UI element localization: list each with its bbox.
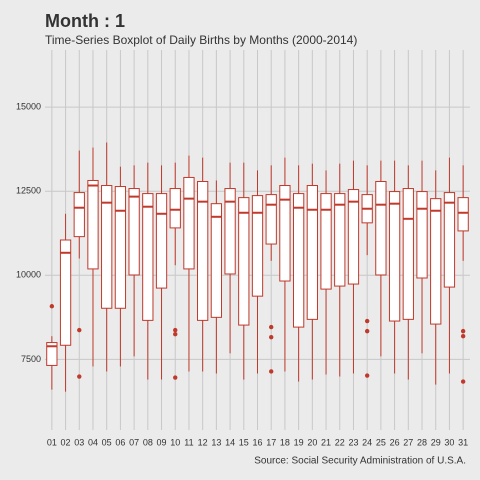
x-tick-label: 19 <box>294 437 304 447</box>
outlier <box>49 304 55 309</box>
x-tick-label: 10 <box>170 437 180 447</box>
outlier <box>460 379 466 384</box>
x-tick-label: 08 <box>143 437 153 447</box>
box <box>388 191 401 322</box>
box <box>87 179 99 270</box>
outlier <box>269 369 274 374</box>
y-tick-label: 12500 <box>16 186 41 196</box>
box <box>279 185 291 282</box>
outlier <box>364 318 370 324</box>
box <box>197 180 209 321</box>
outlier <box>77 374 82 379</box>
outlier <box>173 327 178 333</box>
outlier <box>460 333 466 339</box>
caption: Source: Social Security Administration o… <box>254 456 466 467</box>
box <box>306 185 318 320</box>
box <box>224 188 236 275</box>
y-tick-label: 15000 <box>16 102 41 112</box>
box <box>183 176 195 270</box>
box <box>142 193 154 321</box>
x-tick-label: 17 <box>266 437 276 447</box>
box <box>416 191 428 279</box>
x-tick-label: 30 <box>444 437 454 447</box>
x-tick-label: 02 <box>61 437 71 447</box>
x-tick-label: 16 <box>252 437 262 447</box>
box <box>265 194 277 245</box>
box <box>334 193 346 287</box>
box <box>292 193 305 328</box>
x-tick-label: 20 <box>307 437 317 447</box>
y-tick-label: 10000 <box>16 270 41 280</box>
x-tick-label: 21 <box>321 437 331 447</box>
x-tick-label: 07 <box>129 437 139 447</box>
box <box>443 192 456 288</box>
box <box>457 197 469 232</box>
box <box>375 180 387 276</box>
box <box>155 193 168 289</box>
box <box>238 197 250 326</box>
x-tick-label: 23 <box>348 437 358 447</box>
box <box>320 193 332 290</box>
chart-subtitle: Time-Series Boxplot of Daily Births by M… <box>45 33 357 47</box>
box <box>101 185 113 309</box>
box <box>73 192 85 238</box>
outlier <box>269 334 274 340</box>
box <box>46 342 58 366</box>
x-tick-label: 11 <box>184 437 193 447</box>
outlier <box>364 328 370 334</box>
box <box>59 239 72 346</box>
x-tick-label: 28 <box>417 437 427 447</box>
x-tick-label: 09 <box>157 437 167 447</box>
x-tick-label: 27 <box>403 437 413 447</box>
x-tick-label: 01 <box>47 437 57 447</box>
x-tick-label: 12 <box>198 437 208 447</box>
x-tick-label: 05 <box>102 437 112 447</box>
box <box>430 198 442 325</box>
box <box>169 188 181 229</box>
chart-title: Month : 1 <box>45 11 125 31</box>
outlier <box>269 324 274 330</box>
y-tick-label: 7500 <box>21 354 41 364</box>
box <box>210 203 223 318</box>
x-tick-label: 18 <box>280 437 290 447</box>
outlier <box>77 327 82 333</box>
box <box>114 186 127 309</box>
box <box>347 189 360 285</box>
x-tick-label: 29 <box>431 437 441 447</box>
x-tick-label: 31 <box>458 437 468 447</box>
x-tick-label: 03 <box>74 437 84 447</box>
x-tick-label: 24 <box>362 437 372 447</box>
x-tick-label: 26 <box>390 437 400 447</box>
x-tick-label: 14 <box>225 437 235 447</box>
outlier <box>364 373 370 378</box>
x-tick-label: 15 <box>239 437 249 447</box>
outlier <box>173 331 178 337</box>
box <box>402 188 414 320</box>
x-tick-label: 04 <box>88 437 98 447</box>
x-tick-label: 25 <box>376 437 386 447</box>
x-tick-label: 06 <box>115 437 125 447</box>
outlier <box>460 328 466 334</box>
box <box>251 195 264 297</box>
box <box>128 188 140 276</box>
outlier <box>173 375 178 380</box>
x-tick-label: 13 <box>211 437 221 447</box>
x-tick-label: 22 <box>335 437 345 447</box>
